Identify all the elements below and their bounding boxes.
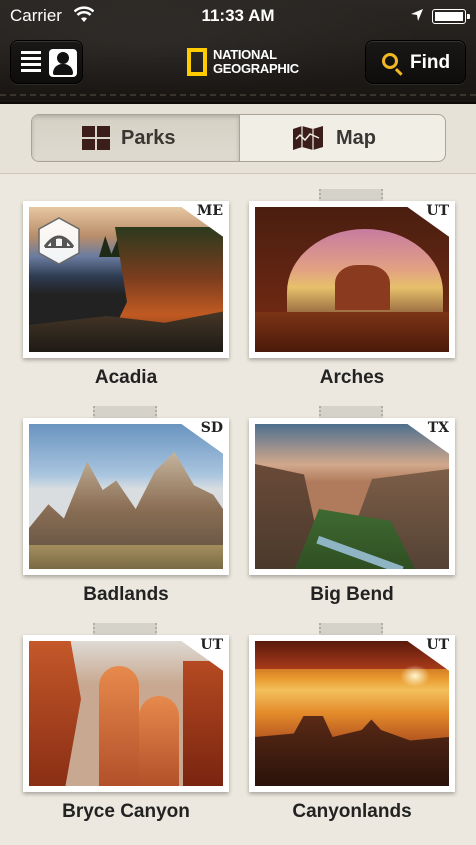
yellow-frame-icon xyxy=(187,48,207,76)
state-label: UT xyxy=(200,637,223,653)
find-button[interactable]: Find xyxy=(365,40,466,84)
state-label: UT xyxy=(426,637,449,653)
menu-profile-button[interactable] xyxy=(10,40,83,84)
status-bar: Carrier 11:33 AM xyxy=(0,0,476,32)
logo-line-2: GEOGRAPHIC xyxy=(213,61,299,76)
state-label: UT xyxy=(426,203,449,219)
park-name: Acadia xyxy=(94,367,158,388)
find-label: Find xyxy=(410,52,451,73)
park-seal-icon xyxy=(38,217,80,265)
view-toggle-bar: Parks Map xyxy=(0,104,476,174)
battery-icon xyxy=(432,9,470,24)
state-label: SD xyxy=(200,420,223,436)
state-label: ME xyxy=(196,203,223,219)
tab-map-label: Map xyxy=(336,127,376,149)
list-menu-icon xyxy=(21,51,41,75)
tab-map[interactable]: Map xyxy=(239,115,445,161)
park-photo: SD xyxy=(23,418,229,575)
logo-line-1: NATIONAL xyxy=(213,47,277,62)
park-photo: TX xyxy=(249,418,455,575)
tab-parks[interactable]: Parks xyxy=(32,115,239,161)
park-photo: UT xyxy=(249,635,455,792)
park-name: Big Bend xyxy=(310,584,394,605)
top-bar: Carrier 11:33 AM NATIONAL GEOGRAPHIC Fin… xyxy=(0,0,476,104)
state-label: TX xyxy=(427,420,449,436)
parks-grid: ME Acadia UT Arches SD Badlands TX Big B… xyxy=(0,175,476,845)
carrier-label: Carrier xyxy=(10,6,62,25)
wifi-icon xyxy=(74,6,94,22)
park-name: Arches xyxy=(319,367,385,388)
folded-map-icon xyxy=(293,126,323,150)
park-photo: ME xyxy=(23,201,229,358)
grid-icon xyxy=(82,126,110,150)
person-icon xyxy=(49,49,77,77)
park-photo: UT xyxy=(249,201,455,358)
park-name: Bryce Canyon xyxy=(62,801,190,822)
park-name: Canyonlands xyxy=(292,801,412,822)
location-arrow-icon xyxy=(411,9,423,21)
park-name: Badlands xyxy=(83,584,169,605)
tab-parks-label: Parks xyxy=(121,127,176,149)
national-geographic-logo: NATIONAL GEOGRAPHIC xyxy=(187,46,299,78)
clock: 11:33 AM xyxy=(201,6,275,25)
segmented-control: Parks Map xyxy=(31,114,446,162)
magnifier-icon xyxy=(382,53,398,69)
park-photo: UT xyxy=(23,635,229,792)
